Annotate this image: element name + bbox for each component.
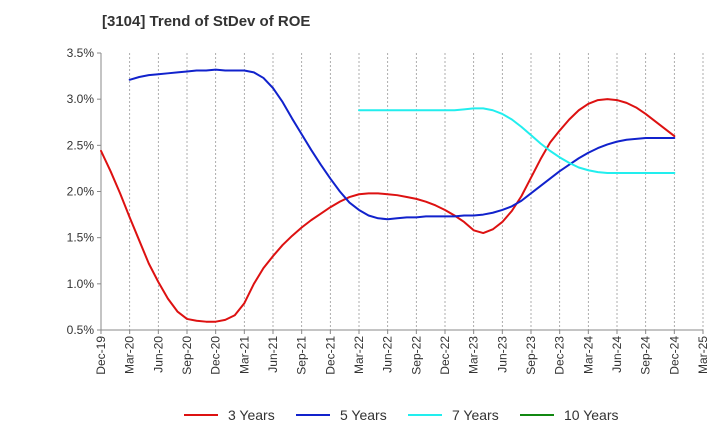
x-tick-label: Dec-20 (209, 336, 223, 375)
legend-item-10-years: 10 Years (520, 404, 619, 426)
x-tick-label: Dec-23 (553, 336, 567, 375)
x-tick-label: Mar-22 (352, 336, 366, 374)
x-tick-label: Mar-23 (467, 336, 481, 374)
x-tick-label: Sep-22 (409, 336, 423, 375)
x-tick-label: Mar-20 (123, 336, 137, 374)
x-tick-label: Dec-24 (667, 336, 681, 375)
legend-swatch-7-years (408, 414, 442, 416)
x-tick-label: Mar-24 (581, 336, 595, 374)
y-tick-label: 3.5% (67, 46, 95, 60)
x-tick-label: Sep-21 (295, 336, 309, 375)
x-tick-label: Dec-21 (323, 336, 337, 375)
y-tick-label: 0.5% (67, 323, 95, 337)
x-tick-label: Jun-23 (495, 336, 509, 373)
legend-item-3-years: 3 Years (184, 404, 275, 426)
series-line-5-years (128, 68, 676, 221)
chart-title: [3104] Trend of StDev of ROE (102, 13, 311, 30)
x-tick-label: Sep-24 (639, 336, 653, 375)
series-line-7-years (358, 107, 676, 175)
y-tick-label: 1.5% (67, 231, 95, 245)
y-tick-label: 2.0% (67, 185, 95, 199)
legend-item-7-years: 7 Years (408, 404, 499, 426)
legend-label-10-years: 10 Years (564, 407, 619, 423)
y-tick-label: 3.0% (67, 92, 95, 106)
legend-label-7-years: 7 Years (452, 407, 499, 423)
x-tick-label: Jun-24 (610, 336, 624, 373)
x-tick-label: Jun-22 (381, 336, 395, 373)
legend-item-5-years: 5 Years (296, 404, 387, 426)
x-tick-label: Mar-25 (696, 336, 710, 374)
x-tick-label: Dec-22 (438, 336, 452, 375)
x-tick-label: Jun-20 (151, 336, 165, 373)
legend-label-5-years: 5 Years (340, 407, 387, 423)
legend-swatch-3-years (184, 414, 218, 416)
series-line-3-years (100, 98, 676, 323)
x-tick-label: Mar-21 (237, 336, 251, 374)
x-tick-label: Jun-21 (266, 336, 280, 373)
x-tick-label: Sep-20 (180, 336, 194, 375)
legend: 3 Years 5 Years 7 Years 10 Years (0, 404, 720, 426)
x-tick-label: Sep-23 (524, 336, 538, 375)
legend-swatch-10-years (520, 414, 554, 416)
x-tick-label: Dec-19 (94, 336, 108, 375)
y-tick-label: 2.5% (67, 138, 95, 152)
legend-label-3-years: 3 Years (228, 407, 275, 423)
legend-swatch-5-years (296, 414, 330, 416)
y-tick-label: 1.0% (67, 277, 95, 291)
